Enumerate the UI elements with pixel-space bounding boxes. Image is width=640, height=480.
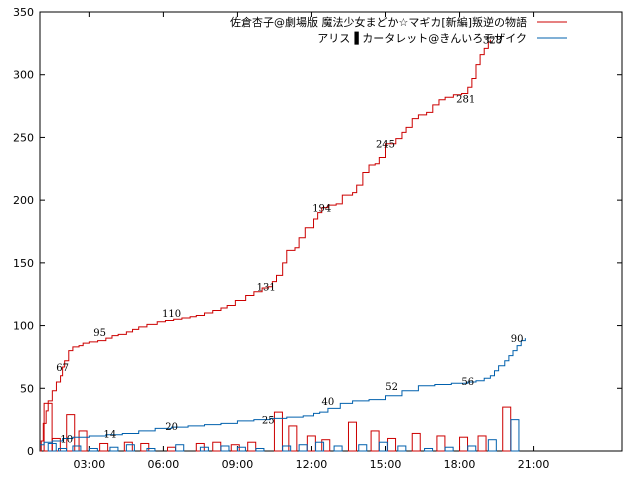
data-label: 10 — [60, 434, 73, 445]
y-tick-label: 50 — [20, 382, 34, 395]
plot-frame — [39, 11, 623, 452]
data-label: 20 — [165, 422, 178, 433]
red-bar — [247, 441, 257, 452]
blue-bar — [255, 447, 265, 452]
blue-bar — [424, 447, 434, 452]
red-bar — [230, 444, 240, 452]
data-label: 328 — [483, 36, 502, 47]
blue-bar — [146, 447, 156, 452]
red-bar — [387, 437, 397, 452]
blue-bar — [358, 444, 368, 452]
y-tick-label: 150 — [13, 257, 34, 270]
x-tick-label: 12:00 — [296, 458, 328, 471]
blue-bar — [175, 444, 185, 452]
data-label: 14 — [104, 429, 117, 440]
x-tick-label: 18:00 — [444, 458, 476, 471]
blue-bar — [88, 447, 98, 452]
red-bar — [370, 430, 380, 452]
data-label: 52 — [385, 382, 398, 393]
red-bar — [273, 411, 283, 452]
blue-bar — [315, 441, 325, 452]
data-labels: 67 10 95 14 110 20 131 25 194 40 245 52 281 56 328 90 — [56, 36, 523, 446]
y-tick-label: 300 — [13, 69, 34, 82]
data-label: 131 — [257, 283, 276, 294]
red-bar — [167, 446, 177, 452]
red-bar — [78, 430, 88, 452]
data-label: 40 — [322, 397, 335, 408]
y-tick-label: 200 — [13, 194, 34, 207]
blue-bar — [378, 441, 388, 452]
y-tick-label: 100 — [13, 320, 34, 333]
data-label: 245 — [376, 140, 395, 151]
blue-bar — [510, 419, 520, 452]
red-bar — [347, 421, 357, 452]
red-bar — [459, 436, 469, 452]
blue-bar — [282, 445, 292, 452]
series-line-alice — [40, 338, 526, 446]
y-tick-label: 250 — [13, 131, 34, 144]
blue-bar — [72, 445, 82, 452]
red-bar — [212, 441, 222, 452]
data-label: 90 — [511, 334, 524, 345]
red-bar — [436, 435, 446, 452]
blue-bar — [333, 445, 343, 452]
red-bar — [140, 442, 150, 452]
red-bar — [477, 435, 487, 452]
blue-bar — [298, 444, 308, 452]
x-tick-label: 15:00 — [370, 458, 402, 471]
blue-bar — [220, 445, 230, 452]
red-bar — [288, 425, 298, 452]
data-label: 56 — [461, 377, 474, 388]
blue-bar — [109, 446, 119, 452]
legend-label: 佐倉杏子@劇場版 魔法少女まどか☆マギカ[新編]叛逆の物語 — [230, 15, 527, 29]
blue-bar — [487, 439, 497, 452]
red-bar — [66, 414, 76, 452]
y-tick-label: 350 — [13, 6, 34, 19]
data-label: 110 — [162, 309, 181, 320]
data-label: 95 — [93, 328, 106, 339]
data-label: 67 — [56, 363, 69, 374]
legend-label: アリス▐ カータレット@きんいろモザイク — [317, 31, 527, 45]
blue-bar — [58, 447, 68, 452]
x-tick-label: 09:00 — [222, 458, 254, 471]
blue-bar — [444, 446, 454, 452]
red-bar — [99, 442, 109, 452]
blue-bar — [397, 445, 407, 452]
data-label: 281 — [456, 95, 475, 106]
red-bar — [321, 439, 331, 452]
plot-area: 0 50 100 150 200 250 300 350 03:00 06:00 09:00 12:0… — [13, 6, 623, 471]
red-bar — [411, 432, 421, 452]
data-label: 194 — [312, 204, 331, 215]
x-tick-label: 03:00 — [74, 458, 106, 471]
blue-bar — [467, 445, 477, 452]
blue-bar — [125, 444, 135, 452]
red-bar — [123, 441, 133, 452]
blue-bar — [236, 446, 246, 452]
bar-series — [43, 402, 520, 452]
blue-bar — [199, 446, 209, 452]
series-line-kyoko — [40, 39, 491, 452]
line-series — [40, 39, 526, 452]
data-label: 25 — [262, 416, 275, 427]
x-tick-label: 06:00 — [148, 458, 180, 471]
y-tick-label: 0 — [27, 445, 34, 458]
red-bar — [502, 406, 512, 452]
x-tick-label: 21:00 — [518, 458, 550, 471]
blue-bar — [47, 442, 57, 452]
